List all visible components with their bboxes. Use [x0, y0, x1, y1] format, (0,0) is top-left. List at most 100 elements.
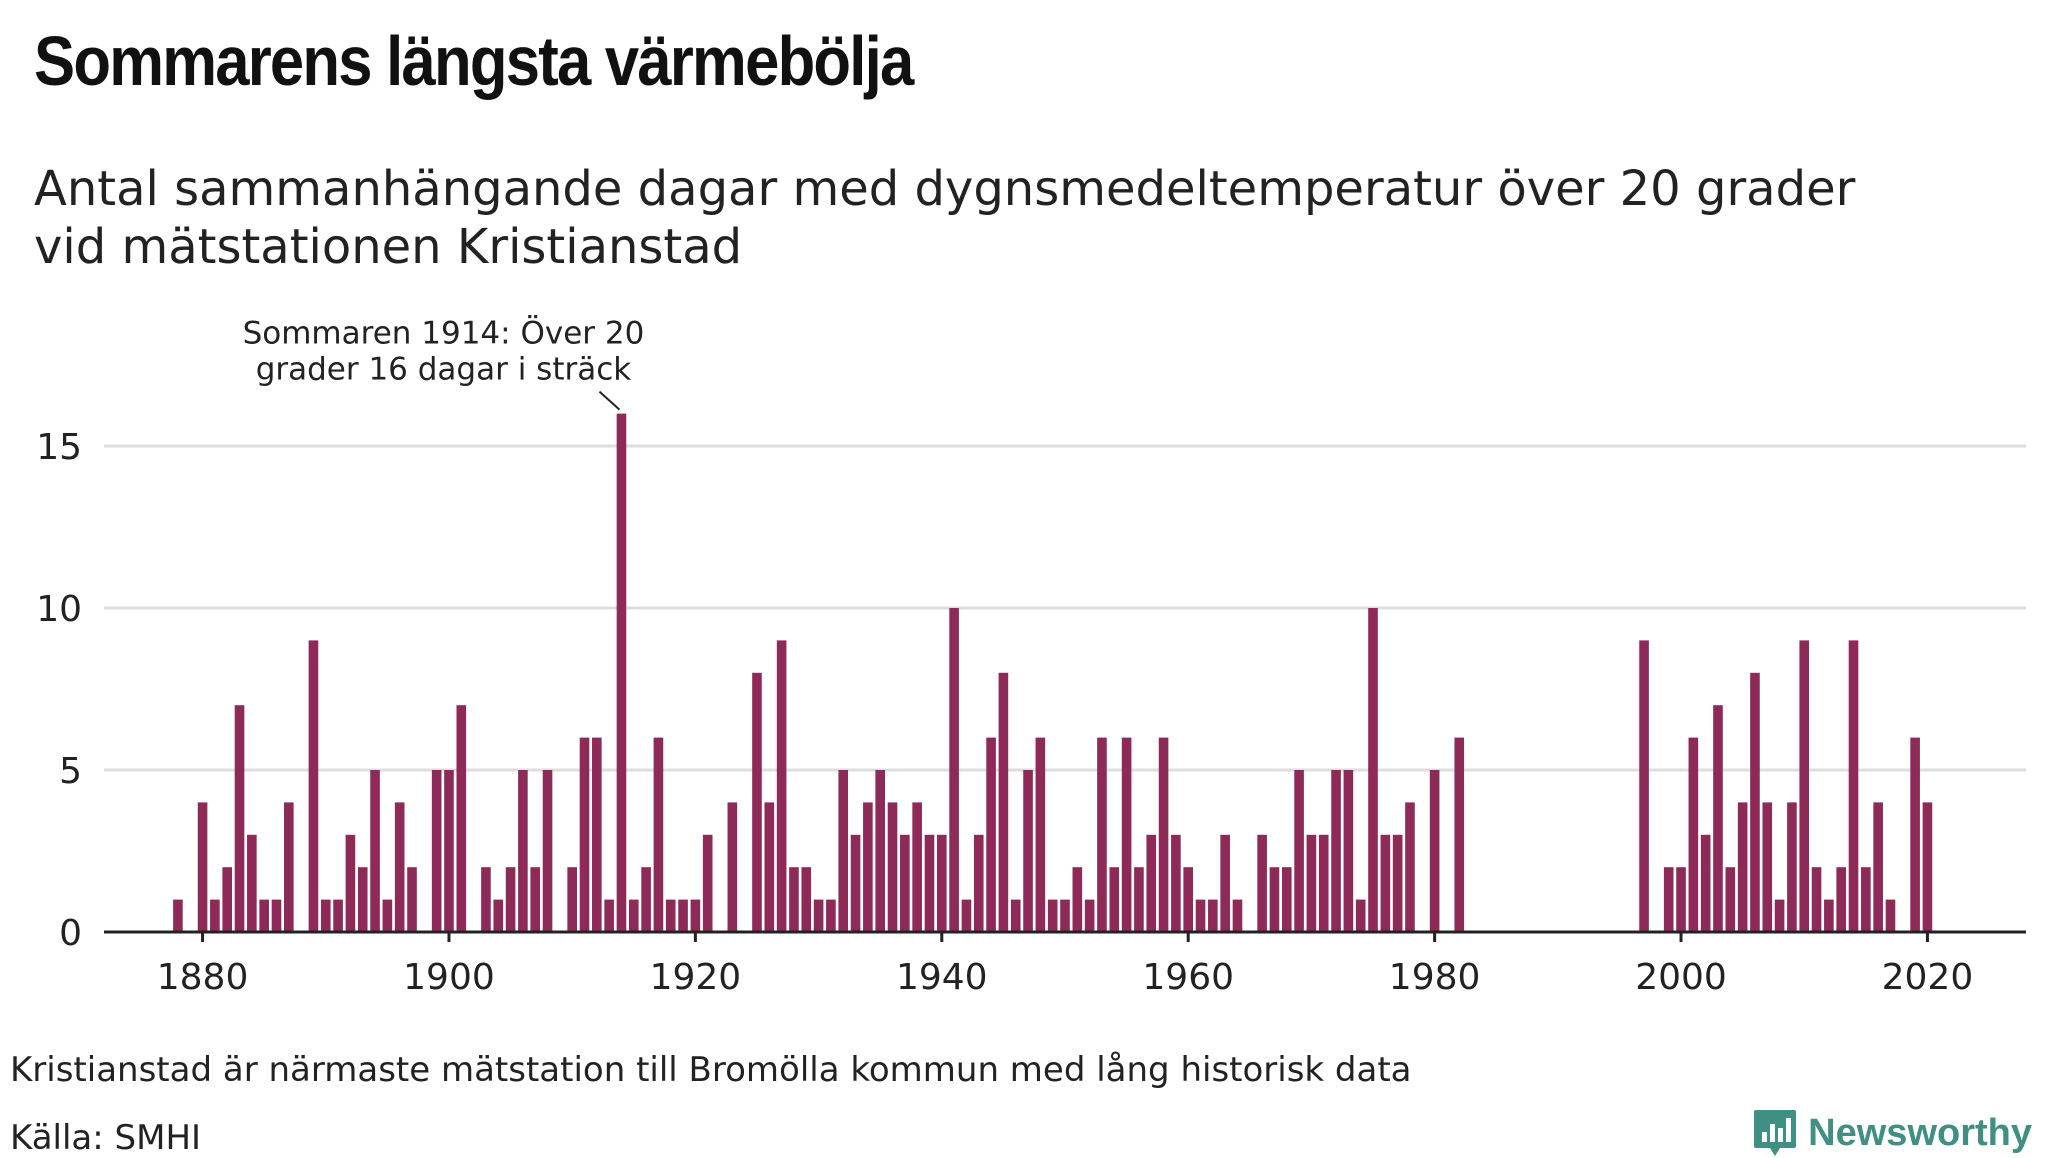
footnote: Kristianstad är närmaste mätstation till… — [10, 1050, 1412, 1090]
bar-1892 — [345, 834, 356, 932]
bar-1923 — [727, 802, 738, 932]
chart-subtitle: Antal sammanhängande dagar med dygnsmede… — [34, 160, 2014, 276]
bar-1901 — [456, 705, 467, 932]
bar-1926 — [764, 802, 775, 932]
newsworthy-logo-icon — [1754, 1110, 1797, 1156]
y-tick-label: 0 — [59, 913, 82, 954]
y-tick-label: 5 — [59, 751, 82, 792]
bar-1958 — [1158, 737, 1169, 932]
bar-1911 — [579, 737, 590, 932]
bar-1935 — [875, 770, 885, 932]
bar-1941 — [949, 608, 959, 932]
bar-1960 — [1183, 867, 1194, 932]
bar-1904 — [493, 899, 504, 932]
bar-1917 — [653, 737, 664, 932]
x-tick-label: 1880 — [157, 957, 249, 998]
x-tick-label: 2020 — [1882, 957, 1974, 998]
subtitle-line-2: vid mätstationen Kristianstad — [34, 219, 743, 275]
bar-2008 — [1774, 899, 1785, 932]
bar-1977 — [1392, 834, 1403, 932]
bar-1962 — [1208, 899, 1218, 932]
bar-1973 — [1343, 770, 1354, 932]
bar-1942 — [961, 899, 972, 932]
bar-1974 — [1355, 899, 1366, 932]
annotation-text-line-2: grader 16 dagar i sträck — [256, 352, 632, 388]
bar-1933 — [850, 834, 861, 932]
gridlines — [104, 444, 2026, 772]
bar-1929 — [801, 867, 812, 932]
brand-name: Newsworthy — [1808, 1111, 2032, 1154]
bar-2020 — [1922, 802, 1933, 932]
bar-1955 — [1121, 737, 1132, 932]
bar-1999 — [1663, 867, 1674, 932]
bar-1914 — [616, 413, 627, 933]
bar-1880 — [197, 802, 208, 932]
bar-1946 — [1010, 899, 1021, 932]
bar-1943 — [973, 834, 984, 932]
bar-1964 — [1232, 899, 1243, 932]
bar-1968 — [1281, 867, 1292, 932]
bar-1940 — [936, 834, 947, 932]
bar-1907 — [530, 867, 541, 932]
bar-1937 — [900, 834, 910, 932]
bar-1951 — [1072, 867, 1083, 932]
bar-1895 — [382, 899, 393, 932]
bar-1949 — [1047, 899, 1058, 932]
bar-1887 — [284, 802, 294, 932]
bar-1939 — [924, 834, 935, 932]
bar-chart: 0 5 10 15 1880 1900 1920 1940 1960 1980 2000 2020 S… — [36, 315, 2026, 998]
bar-1997 — [1639, 640, 1649, 932]
bar-1947 — [1023, 770, 1033, 932]
bar-1918 — [665, 899, 676, 932]
bar-1927 — [776, 640, 787, 932]
annotation-text-line-1: Sommaren 1914: Över 20 — [243, 315, 645, 352]
bar-1948 — [1035, 737, 1046, 932]
bar-2012 — [1824, 899, 1834, 932]
bar-2001 — [1688, 737, 1699, 932]
bar-2017 — [1885, 899, 1896, 932]
bar-1934 — [863, 802, 873, 932]
bar-2004 — [1725, 867, 1736, 932]
axes: 0 5 10 15 1880 1900 1920 1940 1960 1980 2000 2020 — [36, 427, 2026, 998]
bar-1903 — [481, 867, 491, 932]
bar-1896 — [394, 802, 405, 932]
bar-1966 — [1257, 834, 1267, 932]
bar-1905 — [505, 867, 516, 932]
bar-1953 — [1097, 737, 1107, 932]
bar-1881 — [210, 899, 220, 932]
bar-2015 — [1861, 867, 1871, 932]
x-tick-label: 1960 — [1142, 957, 1234, 998]
bar-2019 — [1910, 737, 1920, 932]
bar-1961 — [1195, 899, 1206, 932]
bar-1971 — [1318, 834, 1329, 932]
bar-1899 — [431, 770, 442, 932]
bar-1978 — [1405, 802, 1415, 932]
bar-1921 — [702, 834, 713, 932]
bar-1891 — [333, 899, 343, 932]
bar-1963 — [1220, 834, 1230, 932]
bar-1886 — [271, 899, 282, 932]
bar-2002 — [1700, 834, 1711, 932]
bar-1882 — [222, 867, 233, 932]
bar-1920 — [690, 899, 701, 932]
brand-logo: Newsworthy — [1752, 1108, 2032, 1158]
bar-1919 — [678, 899, 688, 932]
bar-1938 — [912, 802, 922, 932]
bar-2010 — [1799, 640, 1810, 932]
bar-1970 — [1306, 834, 1317, 932]
y-tick-label: 15 — [36, 427, 82, 468]
bar-1878 — [173, 899, 183, 932]
bar-1944 — [986, 737, 996, 932]
chart-title: Sommarens längsta värmebölja — [34, 22, 914, 100]
bar-1959 — [1171, 834, 1181, 932]
bar-2013 — [1836, 867, 1846, 932]
bar-1936 — [887, 802, 898, 932]
bar-1906 — [518, 770, 528, 932]
bar-1890 — [320, 899, 331, 932]
bar-2003 — [1713, 705, 1723, 932]
bar-1954 — [1109, 867, 1120, 932]
bar-2007 — [1762, 802, 1773, 932]
x-tick-label: 1940 — [896, 957, 988, 998]
bar-1928 — [789, 867, 799, 932]
bar-1975 — [1368, 608, 1378, 932]
